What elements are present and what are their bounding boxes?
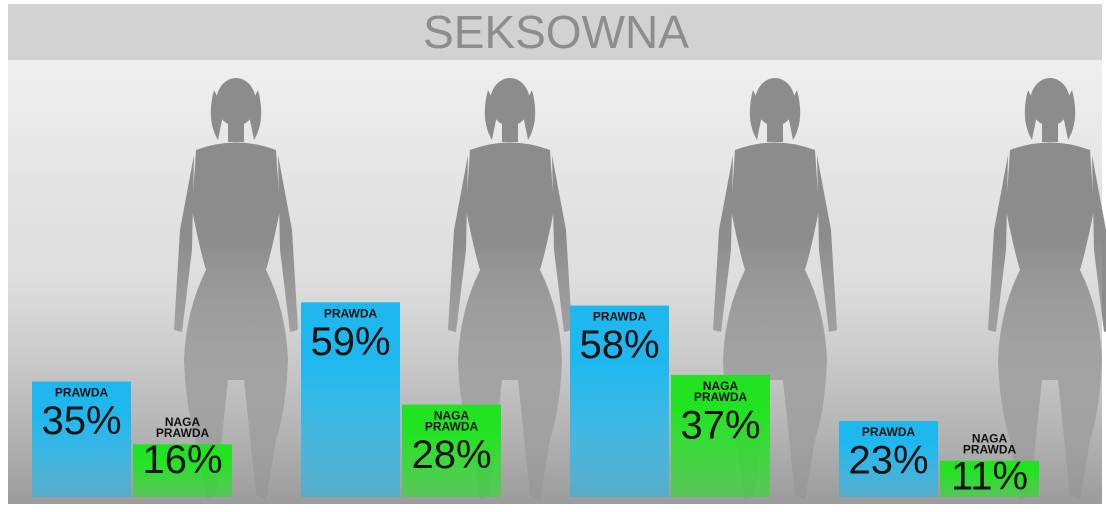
value-label: 11% xyxy=(951,454,1028,498)
bar xyxy=(133,444,232,497)
series-label: NAGA PRAWDA xyxy=(694,379,748,404)
value-label: 23% xyxy=(848,439,928,483)
value-label: 37% xyxy=(680,403,760,447)
bar xyxy=(32,381,131,497)
value-label: 16% xyxy=(142,438,222,482)
value-label: 59% xyxy=(310,320,390,364)
bar xyxy=(301,302,400,497)
series-label: NAGA PRAWDA xyxy=(963,432,1017,457)
value-label: 58% xyxy=(579,323,659,367)
series-label: PRAWDA xyxy=(862,425,916,439)
bar xyxy=(940,460,1039,497)
value-label: 35% xyxy=(41,399,121,443)
series-label: PRAWDA xyxy=(55,386,109,400)
bar xyxy=(671,374,770,497)
series-label: PRAWDA xyxy=(324,306,378,320)
bar xyxy=(839,421,938,497)
bar xyxy=(402,404,501,497)
series-label: NAGA PRAWDA xyxy=(425,409,479,434)
bar xyxy=(570,305,669,497)
series-label: NAGA PRAWDA xyxy=(156,415,210,440)
series-label: PRAWDA xyxy=(593,310,647,324)
title-band xyxy=(8,4,1102,60)
chart-title: SEKSOWNA xyxy=(423,6,689,58)
value-label: 28% xyxy=(411,433,491,477)
